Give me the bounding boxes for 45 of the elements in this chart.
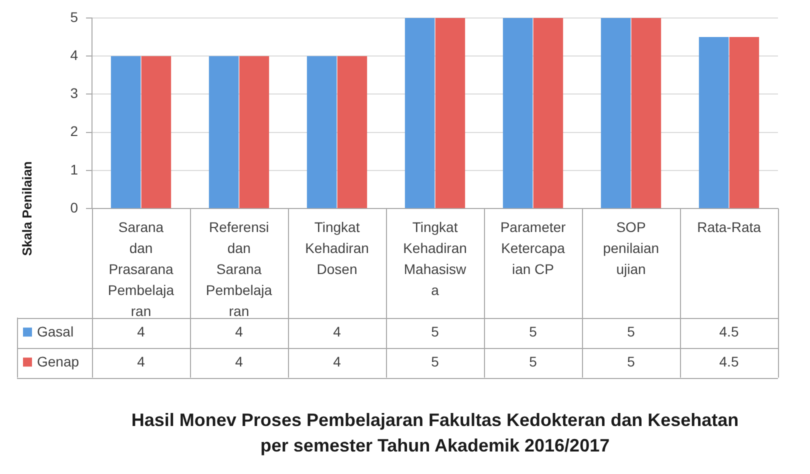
y-tick-label: 3 bbox=[70, 85, 78, 102]
data-label: 5 bbox=[627, 353, 636, 370]
bar bbox=[306, 56, 337, 208]
y-axis-title: Skala Penilaian bbox=[20, 161, 35, 256]
y-tick-label: 0 bbox=[70, 199, 78, 216]
data-label: 5 bbox=[627, 323, 636, 340]
bar bbox=[698, 37, 729, 208]
data-label: 5 bbox=[431, 323, 440, 340]
bar bbox=[239, 56, 270, 208]
data-label: 4.5 bbox=[719, 323, 739, 340]
bar bbox=[110, 56, 141, 208]
data-label: 4 bbox=[333, 353, 342, 370]
x-tick-label: Referensi dan Sarana Pembelajaran bbox=[206, 218, 272, 319]
bar bbox=[533, 18, 564, 208]
legend-label: Genap bbox=[37, 353, 80, 370]
x-tick-label: Parameter Ketercapaian CP bbox=[500, 218, 566, 277]
y-tick-label: 1 bbox=[70, 161, 78, 178]
bar bbox=[435, 18, 466, 208]
data-label: 4.5 bbox=[719, 353, 739, 370]
bar bbox=[141, 56, 172, 208]
data-label: 4 bbox=[235, 323, 244, 340]
text: Hasil Monev Proses Pembelajaran Fakultas Kedokteran dan Kesehatan per semester Tahun Akademik 2016/2017 bbox=[131, 410, 739, 456]
data-label: 5 bbox=[529, 323, 538, 340]
y-tick-label: 5 bbox=[70, 8, 78, 25]
bar bbox=[404, 18, 435, 208]
x-tick-label: Sarana dan Prasarana Pembelajaran bbox=[108, 218, 174, 319]
bar bbox=[631, 18, 662, 208]
bar bbox=[502, 18, 533, 208]
bar bbox=[729, 37, 760, 208]
bar bbox=[208, 56, 239, 208]
data-label: 5 bbox=[431, 353, 440, 370]
x-tick-label: Rata-Rata bbox=[697, 218, 762, 235]
bar bbox=[600, 18, 631, 208]
x-tick-label: Tingkat Kehadiran Mahasiswa bbox=[403, 218, 468, 298]
data-label: 4 bbox=[333, 323, 342, 340]
data-label: 4 bbox=[137, 353, 146, 370]
x-tick-label: Tingkat Kehadiran Dosen bbox=[305, 218, 369, 277]
y-tick-label: 2 bbox=[70, 123, 78, 140]
legend-label: Gasal bbox=[37, 323, 74, 340]
x-tick-label: SOP penilaian ujian bbox=[602, 218, 660, 277]
y-tick-label: 4 bbox=[70, 46, 78, 63]
data-label: 4 bbox=[235, 353, 244, 370]
bar bbox=[337, 56, 368, 208]
data-label: 4 bbox=[137, 323, 146, 340]
data-label: 5 bbox=[529, 353, 538, 370]
